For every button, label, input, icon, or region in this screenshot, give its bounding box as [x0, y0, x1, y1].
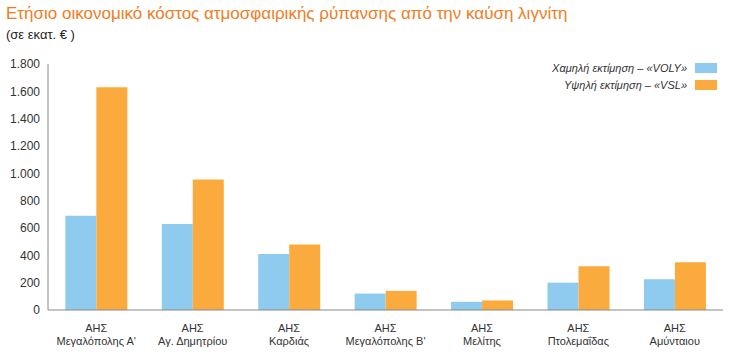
html-text:Ετήσιο οικονομικό κόστος ατμοσ: Ετήσιο οικονομικό κόστος ατμοσφαιρικής ρ…	[6, 4, 568, 23]
svg-text:600: 600	[20, 221, 40, 235]
svg-text:800: 800	[20, 194, 40, 208]
html-text:(σε εκατ. € ): (σε εκατ. € )	[6, 27, 75, 42]
svg-text:400: 400	[20, 249, 40, 263]
svg-text:ΑΗΣΜελίτης: ΑΗΣΜελίτης	[463, 322, 501, 347]
svg-text:ΑΗΣΑγ. Δημητρίου: ΑΗΣΑγ. Δημητρίου	[158, 322, 227, 347]
svg-text:1.400: 1.400	[10, 112, 40, 126]
svg-text:ΑΗΣΜεγαλόπολης Β': ΑΗΣΜεγαλόπολης Β'	[346, 322, 426, 347]
svg-text:ΑΗΣΚαρδιάς: ΑΗΣΚαρδιάς	[269, 322, 309, 347]
svg-text:ΑΗΣΑμύνταιου: ΑΗΣΑμύνταιου	[650, 322, 700, 347]
svg-text:1.000: 1.000	[10, 167, 40, 181]
svg-text:1.200: 1.200	[10, 139, 40, 153]
svg-text:ΑΗΣΠτολεμαΐδας: ΑΗΣΠτολεμαΐδας	[548, 322, 609, 347]
svg-text:1.800: 1.800	[10, 57, 40, 71]
svg-text:ΑΗΣΜεγαλόπολης Α': ΑΗΣΜεγαλόπολης Α'	[57, 322, 136, 347]
svg-text:1.600: 1.600	[10, 85, 40, 99]
html-text:Υψηλή εκτίμηση – «VSL»: Υψηλή εκτίμηση – «VSL»	[564, 79, 687, 91]
svg-text:200: 200	[20, 276, 40, 290]
svg-text:0: 0	[33, 303, 40, 317]
html-text:Χαμηλή εκτίμηση – «VOLY»: Χαμηλή εκτίμηση – «VOLY»	[552, 62, 687, 74]
